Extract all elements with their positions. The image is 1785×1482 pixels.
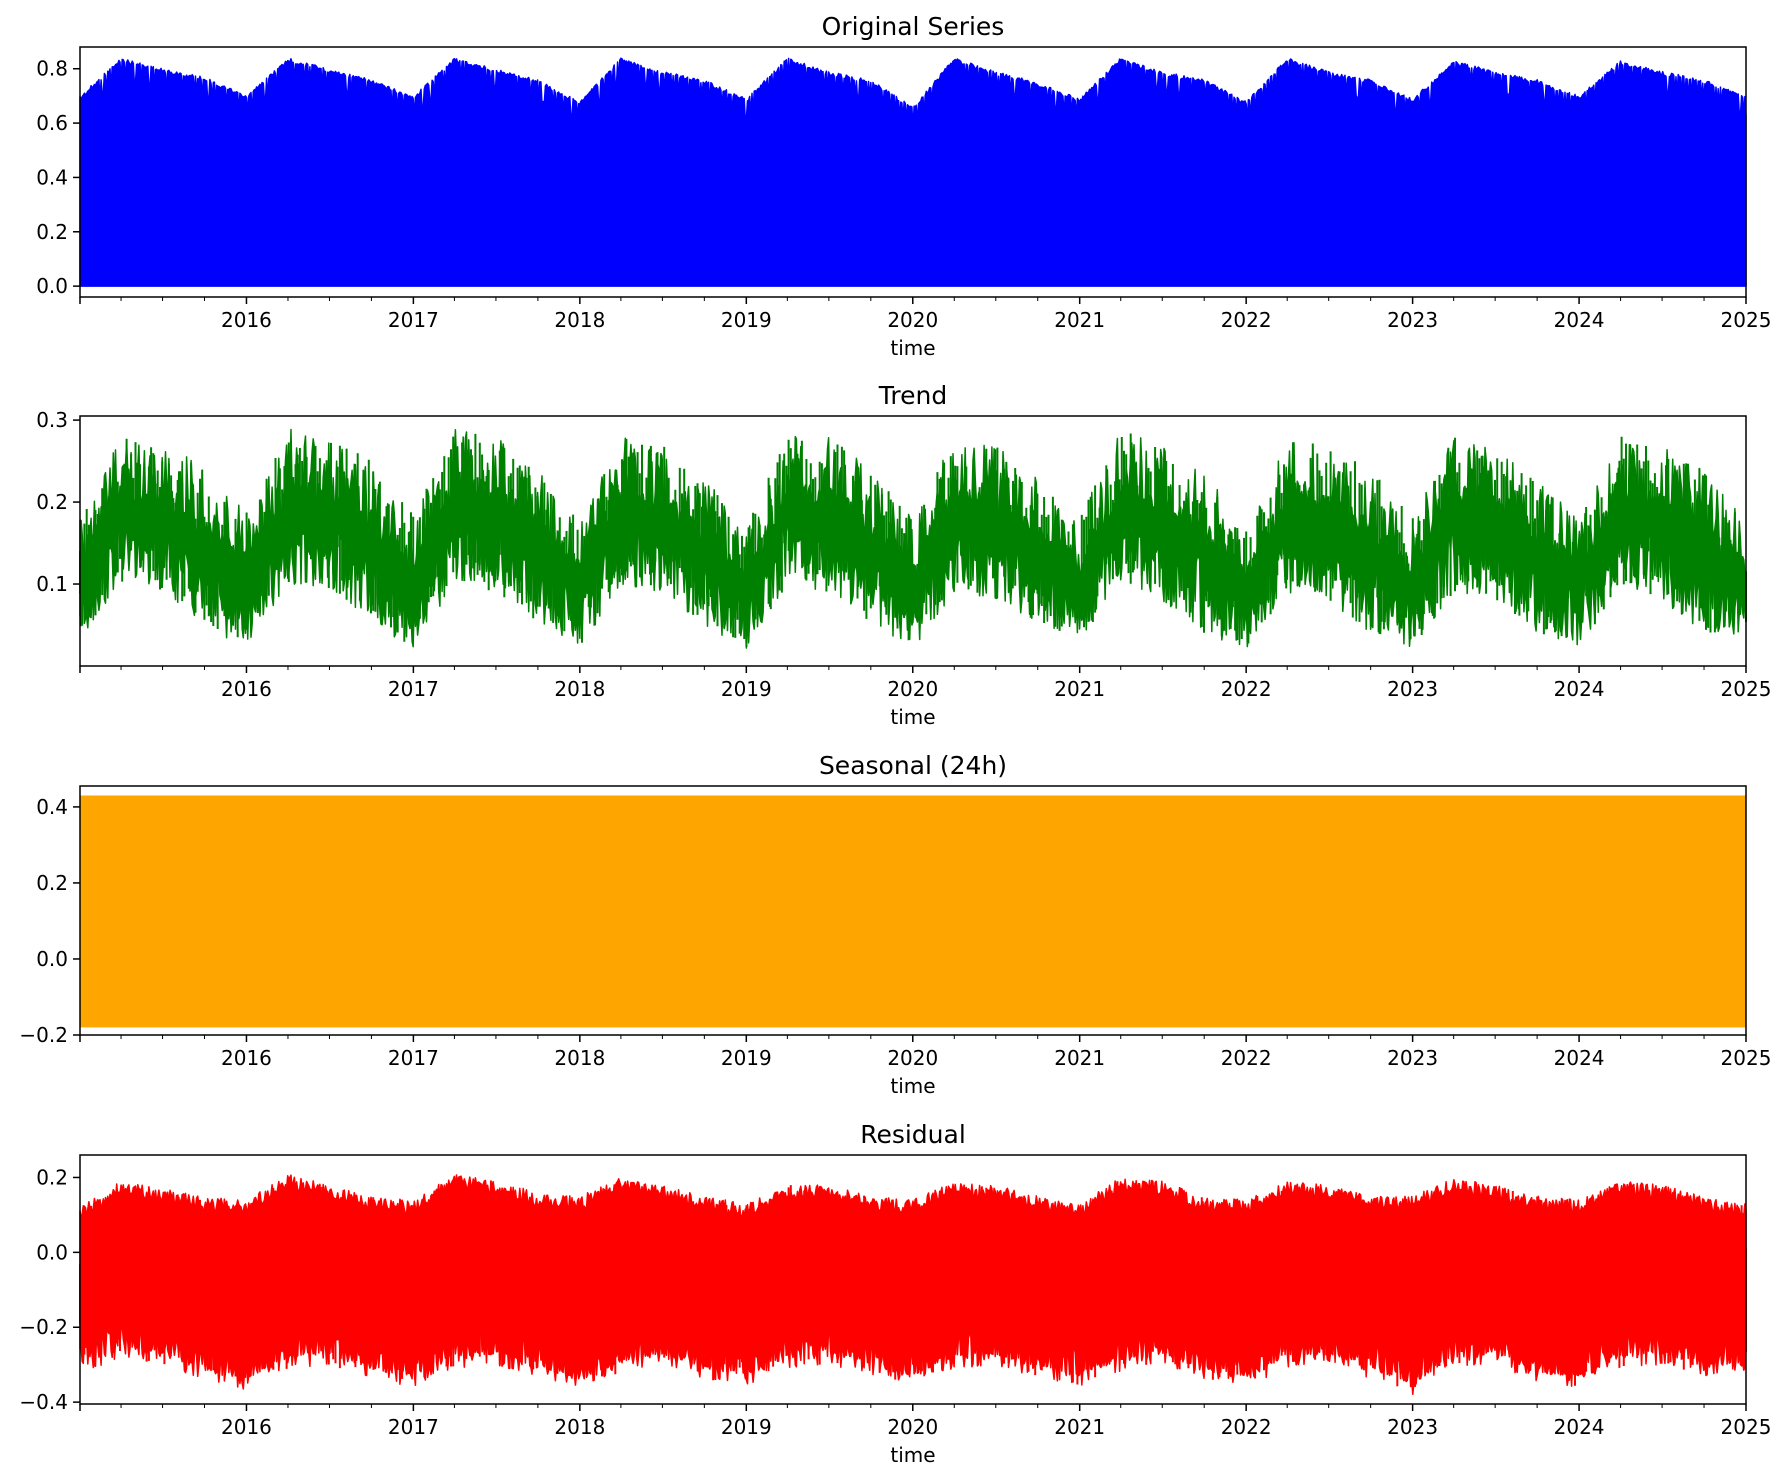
x-tick-label: 2020 [887, 1046, 938, 1070]
x-tick-label: 2022 [1221, 677, 1272, 701]
x-tick-label: 2023 [1387, 677, 1438, 701]
panel-title: Residual [860, 1120, 966, 1149]
x-tick-label: 2023 [1387, 308, 1438, 332]
x-tick-label: 2018 [554, 1046, 605, 1070]
y-tick-label: −0.2 [19, 1023, 68, 1047]
x-tick-label: 2021 [1054, 1415, 1105, 1439]
x-tick-label: 2017 [388, 677, 439, 701]
x-axis-label: time [890, 1443, 935, 1467]
x-tick-label: 2019 [721, 677, 772, 701]
panel-2: Seasonal (24h) −0.2 0.0 0.2 0.4 2016 2017 2018 2… [19, 751, 1771, 1098]
x-tick-label: 2022 [1221, 1415, 1272, 1439]
panel-0: Original Series 0.0 0.2 0.4 0.6 0.8 2016 2017 20… [36, 12, 1771, 360]
x-tick-label: 2024 [1554, 308, 1605, 332]
panel-title: Seasonal (24h) [819, 751, 1007, 780]
y-tick-label: 0.2 [36, 871, 68, 895]
x-tick-label: 2016 [221, 308, 272, 332]
x-axis-label: time [890, 336, 935, 360]
x-tick-label: 2017 [388, 1046, 439, 1070]
x-tick-label: 2016 [221, 1415, 272, 1439]
y-tick-label: 0.0 [36, 274, 68, 298]
x-tick-label: 2023 [1387, 1415, 1438, 1439]
x-tick-label: 2019 [721, 1046, 772, 1070]
y-tick-label: 0.2 [36, 1165, 68, 1189]
x-tick-label: 2022 [1221, 308, 1272, 332]
y-tick-label: 0.4 [36, 795, 68, 819]
x-tick-label: 2019 [721, 1415, 772, 1439]
x-tick-label: 2024 [1554, 677, 1605, 701]
x-tick-label: 2022 [1221, 1046, 1272, 1070]
x-tick-label: 2021 [1054, 308, 1105, 332]
y-tick-label: 0.8 [36, 57, 68, 81]
x-tick-label: 2016 [221, 1046, 272, 1070]
y-tick-label: 0.1 [36, 572, 68, 596]
y-tick-label: 0.2 [36, 220, 68, 244]
x-tick-label: 2021 [1054, 677, 1105, 701]
series-line [80, 795, 1746, 1028]
panel-title: Trend [878, 381, 947, 410]
y-tick-label: −0.2 [19, 1315, 68, 1339]
y-tick-label: 0.3 [36, 408, 68, 432]
y-tick-label: 0.0 [36, 1240, 68, 1264]
panel-1: Trend 0.1 0.2 0.3 2016 2017 2018 2019 2020 2021 20… [36, 381, 1771, 729]
y-tick-label: −0.4 [19, 1390, 68, 1414]
x-tick-label: 2019 [721, 308, 772, 332]
x-tick-label: 2017 [388, 308, 439, 332]
x-tick-label: 2018 [554, 308, 605, 332]
x-tick-label: 2025 [1721, 1415, 1772, 1439]
panel-3: Residual −0.4 −0.2 0.0 0.2 2016 2017 2018 2019 20… [19, 1120, 1771, 1467]
x-tick-label: 2020 [887, 1415, 938, 1439]
x-tick-label: 2023 [1387, 1046, 1438, 1070]
x-tick-label: 2018 [554, 677, 605, 701]
x-tick-label: 2025 [1721, 308, 1772, 332]
x-tick-label: 2017 [388, 1415, 439, 1439]
y-tick-label: 0.4 [36, 165, 68, 189]
x-tick-label: 2020 [887, 677, 938, 701]
x-tick-label: 2020 [887, 308, 938, 332]
x-tick-label: 2018 [554, 1415, 605, 1439]
y-tick-label: 0.6 [36, 111, 68, 135]
x-tick-label: 2025 [1721, 677, 1772, 701]
x-axis-label: time [890, 1074, 935, 1098]
x-tick-label: 2024 [1554, 1046, 1605, 1070]
x-tick-label: 2024 [1554, 1415, 1605, 1439]
x-tick-label: 2021 [1054, 1046, 1105, 1070]
y-tick-label: 0.2 [36, 490, 68, 514]
x-tick-label: 2025 [1721, 1046, 1772, 1070]
x-axis-label: time [890, 705, 935, 729]
x-tick-label: 2016 [221, 677, 272, 701]
y-tick-label: 0.0 [36, 947, 68, 971]
panel-title: Original Series [822, 12, 1005, 41]
